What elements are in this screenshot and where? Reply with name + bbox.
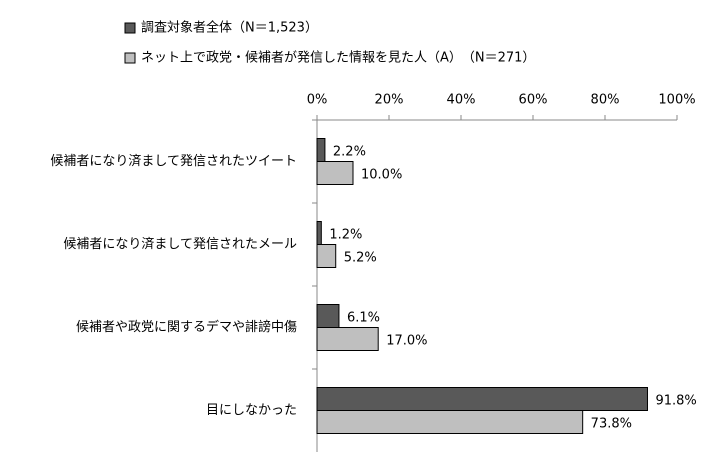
x-tick-label: 80% <box>591 93 620 108</box>
x-tick-label: 20% <box>375 93 404 108</box>
x-tick-label: 60% <box>519 93 548 108</box>
data-label: 10.0% <box>361 168 402 183</box>
legend-label: 調査対象者全体（N＝1,523） <box>141 20 318 36</box>
data-label: 91.8% <box>655 394 696 409</box>
x-tick-label: 0% <box>307 93 328 108</box>
bar <box>316 304 340 328</box>
y-tick-label: 目にしなかった <box>206 403 297 418</box>
data-label: 73.8% <box>591 417 632 432</box>
bar <box>316 410 584 434</box>
legend-swatch <box>124 52 136 64</box>
bar <box>316 221 322 245</box>
y-tick-label: 候補者になり済まして発信されたメール <box>63 236 297 252</box>
legend-swatch <box>124 22 136 34</box>
data-label: 5.2% <box>344 251 377 266</box>
data-label: 6.1% <box>347 311 380 326</box>
data-label: 2.2% <box>333 145 366 160</box>
x-tick-label: 40% <box>447 93 476 108</box>
bar <box>316 244 337 268</box>
y-tick-label: 候補者になり済まして発信されたツイート <box>50 153 297 169</box>
y-tick-label: 候補者や政党に関するデマや誹謗中傷 <box>76 319 297 335</box>
bar <box>316 327 379 351</box>
bar <box>316 161 354 185</box>
x-tick-label: 100% <box>658 93 695 108</box>
data-label: 17.0% <box>386 334 427 349</box>
legend-label: ネット上で政党・候補者が発信した情報を見た人（A） （N＝271） <box>141 51 535 66</box>
bar <box>316 138 326 162</box>
bar <box>316 387 648 411</box>
data-label: 1.2% <box>329 228 362 243</box>
